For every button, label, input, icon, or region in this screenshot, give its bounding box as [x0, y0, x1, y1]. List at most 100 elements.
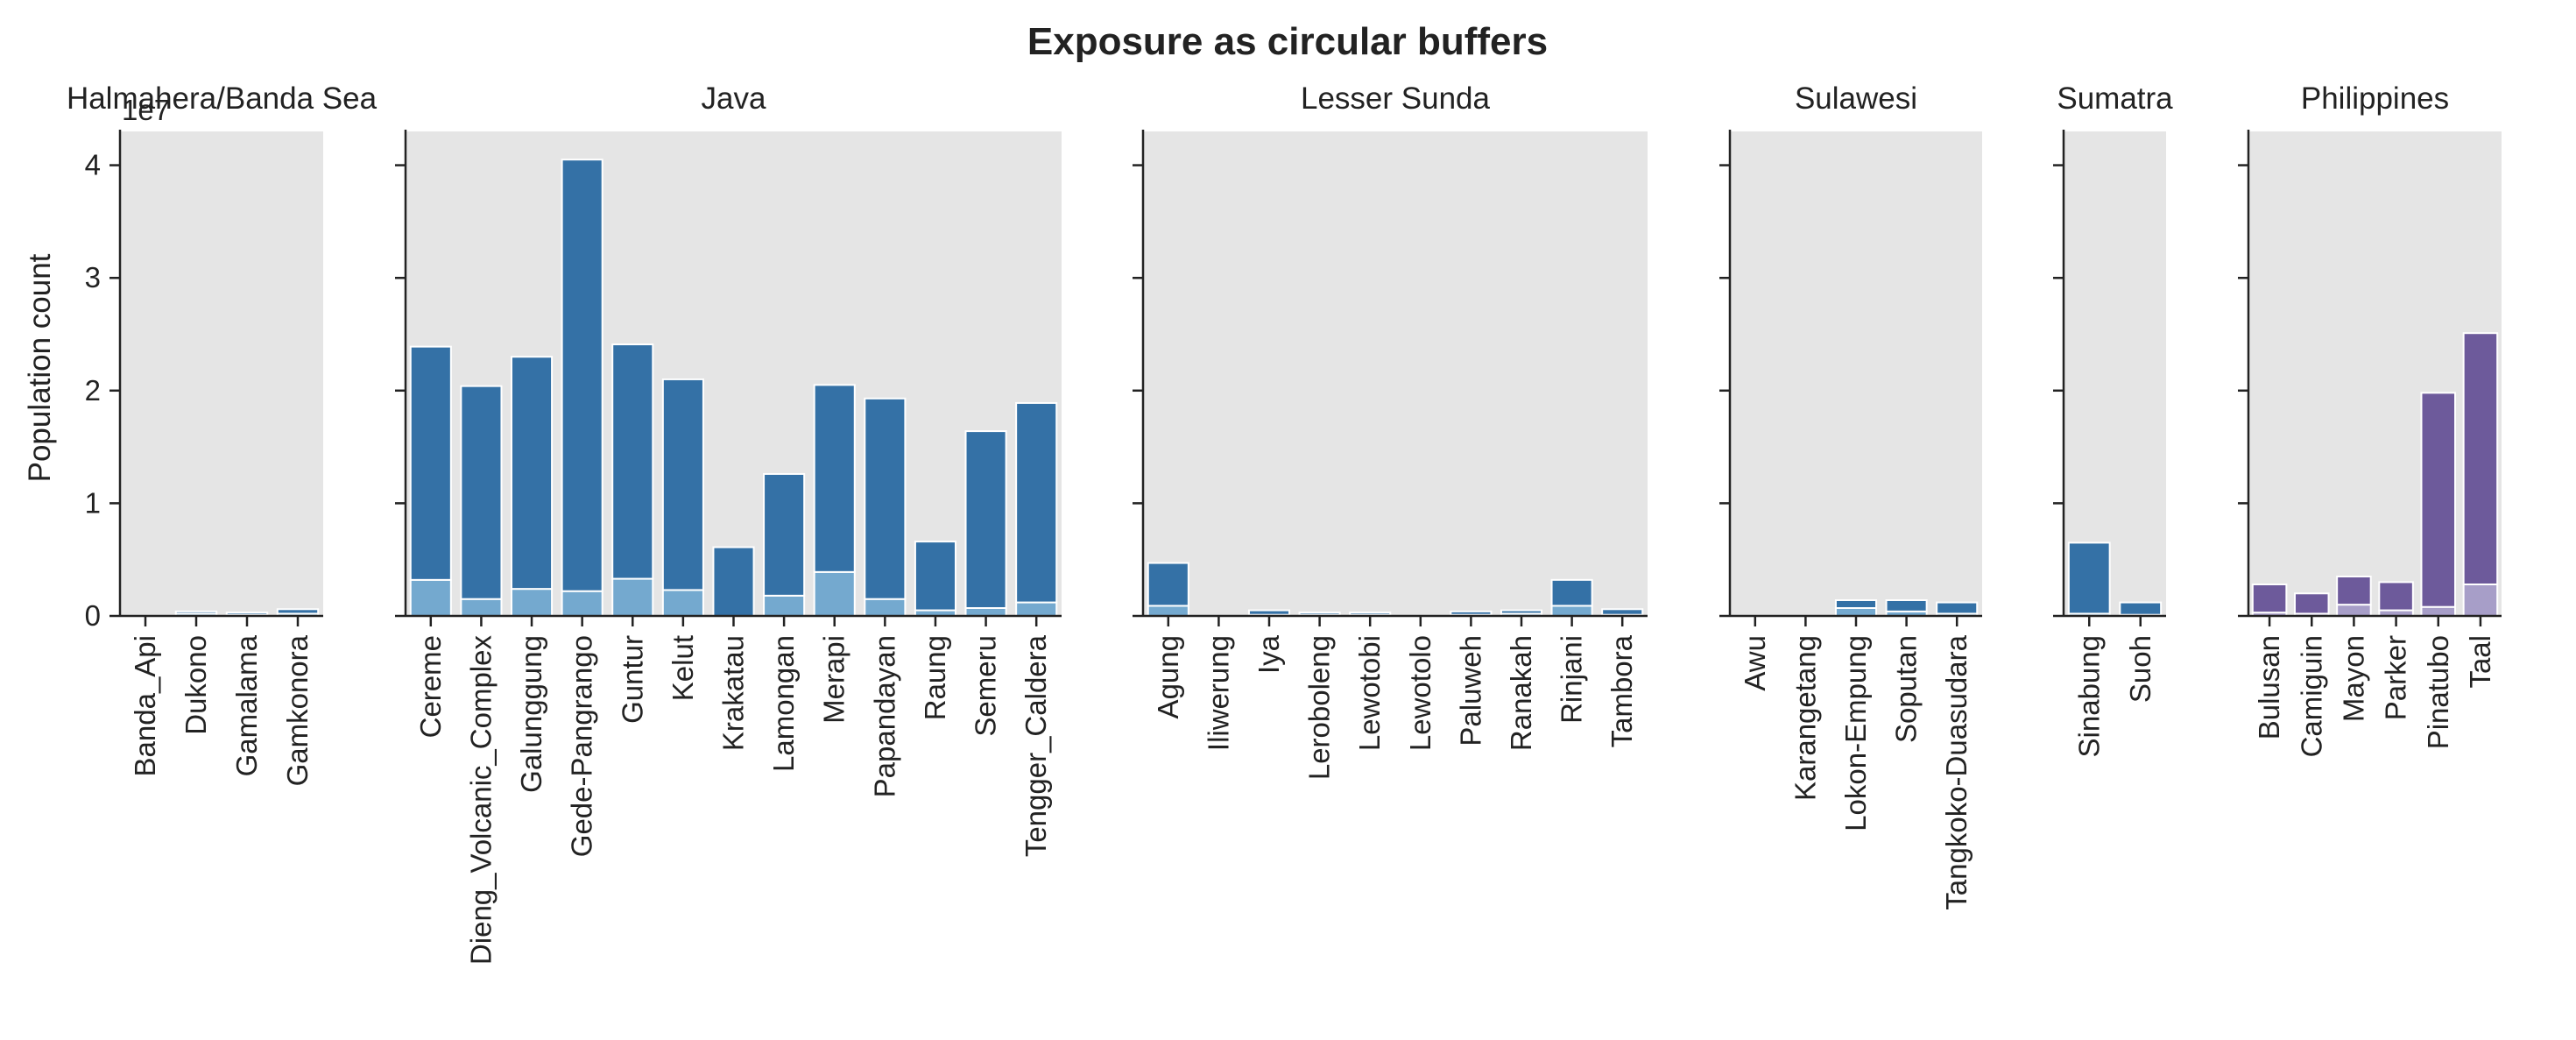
bar-outer-krakatau: [712, 546, 755, 617]
x-tick-label: Gamkonora: [281, 634, 314, 786]
panel-background: [1143, 131, 1648, 616]
x-tick-label: Lewotolo: [1404, 635, 1436, 751]
x-tick-label: Bulusan: [2253, 635, 2285, 739]
bar-outer-iya: [1247, 609, 1291, 616]
x-tick-label: Camiguin: [2295, 635, 2327, 757]
panel-background: [406, 131, 1062, 616]
x-tick-label: Taal: [2464, 635, 2496, 689]
x-tick-label: Raung: [919, 635, 951, 720]
panel-background: [1730, 131, 1982, 616]
x-tick-label: Semeru: [970, 635, 1002, 737]
bar-inner-mayon: [2336, 604, 2372, 617]
y-tick-label: 4: [85, 149, 101, 181]
y-scale-label: 1e7: [122, 94, 170, 126]
bar-outer-leroboleng: [1298, 612, 1341, 616]
bar-outer-mayon: [2336, 575, 2372, 606]
panel-title: Philippines: [2301, 81, 2449, 116]
x-tick-label: Mayon: [2337, 635, 2369, 722]
panel-title: Halmahera/Banda Sea: [67, 81, 378, 116]
bar-outer-dieng_volcanic_complex: [460, 385, 503, 600]
x-tick-label: Papandayan: [868, 635, 900, 797]
x-tick-label: Merapi: [818, 635, 850, 724]
bar-outer-gamkonora: [276, 608, 320, 615]
bar-outer-tambora: [1601, 608, 1644, 616]
bar-inner-tengger_caldera: [1015, 601, 1058, 618]
bar-outer-sinabung: [2067, 541, 2111, 615]
bar-inner-dieng_volcanic_complex: [460, 598, 503, 617]
x-tick-label: Iliwerung: [1202, 635, 1234, 751]
panel-3: Sulawesi Awu Karangetang Lokon-Empung Soputa…: [1719, 81, 1982, 910]
bar-outer-soputan: [1885, 598, 1928, 612]
bar-inner-galunggung: [510, 588, 554, 618]
x-tick-label: Kelut: [667, 635, 699, 701]
panel-5: Philippines Bulusan Camiguin Mayon Parker Pin…: [2238, 81, 2502, 757]
panel-title: Java: [702, 81, 766, 116]
x-tick-label: Lokon-Empung: [1839, 635, 1872, 831]
bar-inner-semeru: [964, 606, 1007, 618]
panel-1: Java Cereme Dieng_Volcanic_Complex Galunggu…: [395, 81, 1062, 965]
panel-0: Halmahera/Banda Sea Banda_Api Dukono Gamala…: [67, 81, 378, 786]
y-tick-label: 3: [85, 261, 101, 294]
bar-outer-merapi: [813, 384, 856, 573]
bar-outer-camiguin: [2293, 592, 2330, 615]
x-tick-label: Gamalama: [230, 634, 263, 776]
y-axis-label: Population count: [23, 253, 57, 482]
bar-outer-agung: [1147, 562, 1189, 607]
bar-outer-lewotobi: [1349, 612, 1392, 616]
x-tick-label: Lewotobi: [1353, 635, 1386, 751]
x-tick-label: Krakatau: [717, 635, 750, 751]
bar-outer-parker: [2378, 581, 2414, 612]
bar-outer-raung: [914, 541, 957, 612]
bar-outer-dukono: [174, 610, 218, 615]
bar-outer-lokon-empung: [1834, 598, 1878, 609]
panel-background: [2064, 131, 2166, 616]
y-tick-label: 0: [85, 599, 101, 632]
bar-inner-cereme: [409, 578, 452, 617]
x-tick-label: Parker: [2380, 635, 2412, 720]
bar-outer-ranakah: [1500, 609, 1543, 615]
bar-outer-rinjani: [1550, 578, 1593, 607]
x-tick-label: Karangetang: [1789, 635, 1821, 801]
panel-title: Sulawesi: [1795, 81, 1917, 116]
y-tick-label: 1: [85, 486, 101, 519]
chart-panels: Halmahera/Banda Sea Banda_Api Dukono Gamala…: [67, 81, 2502, 965]
panel-2: Lesser Sunda Agung Iliwerung Iya Leroboleng L…: [1133, 81, 1648, 780]
bar-outer-galunggung: [510, 356, 554, 591]
bar-outer-suoh: [2119, 601, 2163, 616]
bar-inner-merapi: [813, 570, 856, 617]
bar-outer-guntur: [611, 343, 654, 580]
x-tick-label: Cereme: [414, 635, 447, 738]
x-tick-label: Tengger_Caldera: [1020, 634, 1052, 857]
x-tick-label: Tangkoko-Duasudara: [1940, 634, 1973, 909]
bar-inner-gede-pangrango: [561, 590, 603, 617]
x-tick-label: Ranakah: [1505, 635, 1537, 751]
bar-outer-pinatubo: [2420, 392, 2457, 608]
chart-title: Exposure as circular buffers: [1027, 20, 1548, 63]
bar-inner-agung: [1147, 605, 1189, 618]
bar-outer-paluweh: [1450, 610, 1493, 616]
x-tick-label: Agung: [1152, 635, 1184, 718]
x-tick-label: Sinabung: [2072, 635, 2105, 757]
bar-outer-tangkoko-duasudara: [1936, 601, 1979, 615]
bar-inner-lamongan: [763, 594, 806, 617]
bar-outer-cereme: [409, 345, 452, 581]
x-tick-label: Leroboleng: [1303, 635, 1336, 780]
x-tick-label: Lamongan: [767, 635, 800, 772]
bar-outer-taal: [2462, 332, 2499, 585]
bar-outer-lamongan: [763, 472, 806, 597]
bar-outer-semeru: [964, 430, 1007, 609]
bar-inner-taal: [2462, 583, 2499, 618]
x-tick-label: Soputan: [1890, 635, 1923, 743]
y-tick-label: 2: [85, 374, 101, 407]
x-tick-label: Pinatubo: [2422, 635, 2454, 749]
bar-outer-tengger_caldera: [1015, 401, 1058, 604]
panel-background: [120, 131, 323, 616]
x-tick-label: Banda_Api: [129, 635, 161, 776]
bar-outer-kelut: [661, 378, 704, 591]
panel-title: Sumatra: [2057, 81, 2173, 116]
bar-outer-gamalama: [225, 612, 269, 616]
x-tick-label: Dukono: [180, 635, 212, 735]
bar-inner-lokon-empung: [1834, 606, 1878, 618]
bar-outer-gede-pangrango: [561, 159, 603, 592]
